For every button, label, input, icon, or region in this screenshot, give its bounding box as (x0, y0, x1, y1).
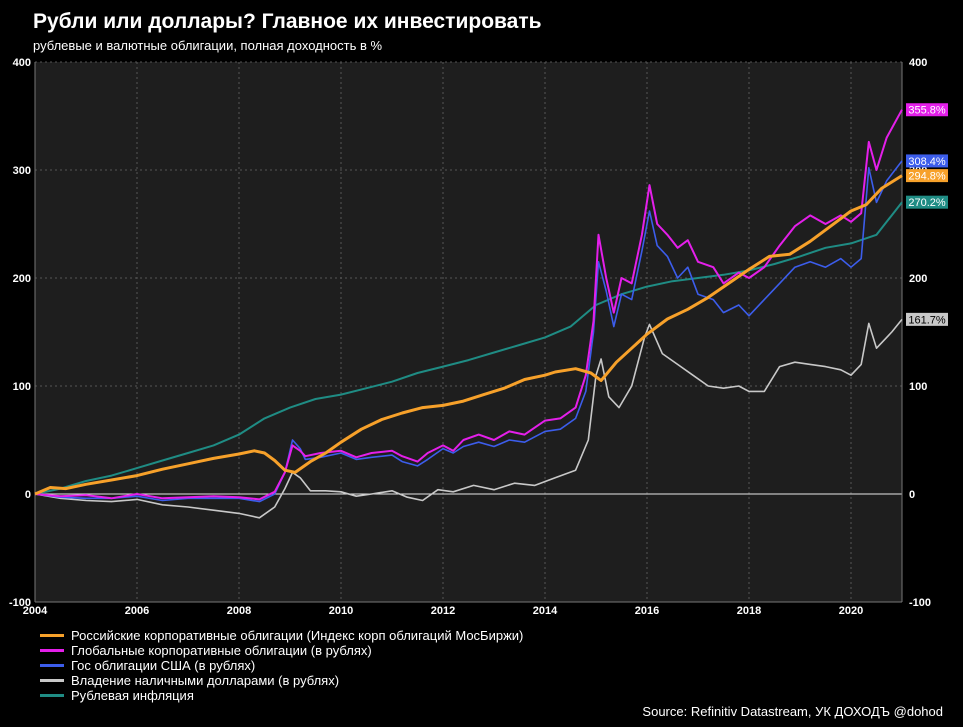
chart-subtitle: рублевые и валютные облигации, полная до… (33, 38, 383, 53)
x-tick-label: 2020 (839, 605, 863, 617)
chart-legend: Российские корпоративные облигации (Инде… (40, 628, 523, 703)
y-tick-label-right: 200 (909, 273, 927, 285)
series-line-4 (34, 201, 903, 495)
x-tick-label: 2018 (737, 605, 761, 617)
end-label-box-1 (906, 103, 948, 117)
end-label-3: 161.7% (908, 314, 946, 326)
end-label-box-3 (906, 312, 948, 326)
x-tick-label: 2012 (431, 605, 455, 617)
legend-item: Рублевая инфляция (40, 688, 523, 703)
y-tick-label-right: 100 (909, 381, 927, 393)
end-label-box-2 (906, 154, 948, 168)
legend-swatch (40, 649, 64, 652)
y-tick-label-left: 100 (13, 381, 31, 393)
legend-swatch (40, 634, 64, 637)
legend-label: Российские корпоративные облигации (Инде… (71, 628, 524, 643)
source-note: Source: Refinitiv Datastream, УК ДОХОДЪ … (642, 704, 943, 719)
legend-item: Российские корпоративные облигации (Инде… (40, 628, 523, 643)
y-tick-label-right: -100 (909, 597, 931, 609)
legend-label: Владение наличными долларами (в рублях) (71, 673, 340, 688)
end-label-4: 270.2% (908, 197, 946, 209)
legend-swatch (40, 679, 64, 682)
y-tick-label-left: 300 (13, 165, 31, 177)
x-tick-label: 2014 (533, 605, 558, 617)
y-tick-label-left: -100 (9, 597, 31, 609)
end-label-2: 308.4% (908, 156, 946, 168)
x-tick-label: 2016 (635, 605, 659, 617)
x-tick-label: 2008 (227, 605, 251, 617)
chart-title: Рубли или доллары? Главное их инвестиров… (33, 10, 542, 33)
legend-item: Владение наличными долларами (в рублях) (40, 673, 523, 688)
series-line-3 (34, 318, 903, 519)
end-label-1: 355.8% (908, 105, 946, 117)
series-line-1 (34, 109, 903, 501)
series-line-0 (34, 174, 903, 496)
end-label-box-4 (906, 195, 948, 209)
plot-area (35, 62, 902, 602)
y-tick-label-right: 400 (909, 57, 927, 69)
legend-label: Рублевая инфляция (71, 688, 194, 703)
y-tick-label-right: 0 (909, 489, 915, 501)
legend-label: Глобальные корпоративные облигации (в ру… (71, 643, 372, 658)
legend-swatch (40, 694, 64, 697)
legend-item: Гос облигации США (в рублях) (40, 658, 523, 673)
end-label-box-0 (906, 169, 948, 183)
y-tick-label-left: 0 (25, 489, 31, 501)
legend-item: Глобальные корпоративные облигации (в ру… (40, 643, 523, 658)
legend-swatch (40, 664, 64, 667)
legend-label: Гос облигации США (в рублях) (71, 658, 256, 673)
x-tick-label: 2006 (125, 605, 149, 617)
x-tick-label: 2010 (329, 605, 353, 617)
x-tick-label: 2004 (23, 605, 48, 617)
end-label-0: 294.8% (908, 171, 946, 183)
y-tick-label-left: 400 (13, 57, 31, 69)
y-tick-label-left: 200 (13, 273, 31, 285)
